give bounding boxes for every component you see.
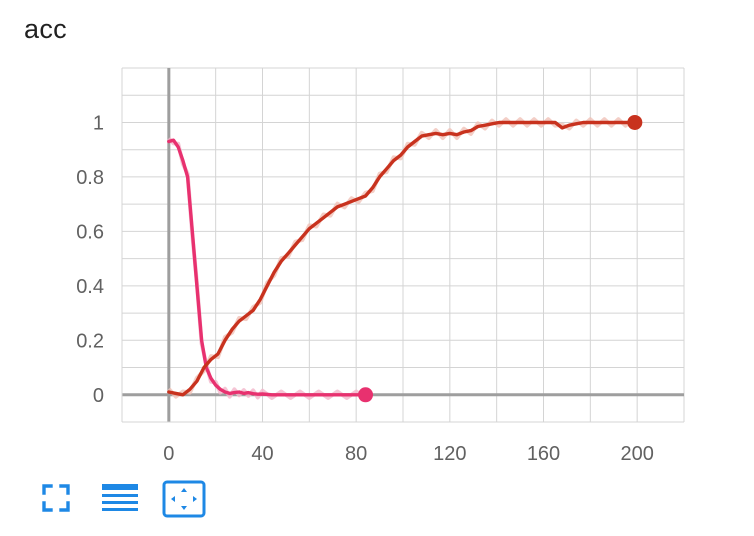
y-tick-label: 0.4	[76, 276, 104, 298]
x-tick-label: 160	[527, 443, 560, 465]
series-endpoint-marker-2	[627, 114, 643, 130]
tick-labels: 0 40 80 120 160 200 0 0.2 0.4 0.6 0.8 1	[76, 112, 654, 465]
fullscreen-button[interactable]	[38, 480, 82, 522]
series-raw-line-2	[167, 117, 634, 399]
x-tick-label: 0	[163, 443, 174, 465]
chart-title: acc	[24, 14, 67, 44]
y-tick-label: 0	[93, 385, 104, 407]
series-endpoint-marker-1	[358, 387, 374, 403]
axes	[121, 68, 684, 423]
toggle-log-scale-icon	[102, 484, 138, 511]
x-tick-label: 80	[345, 443, 367, 465]
y-tick-label: 0.6	[76, 221, 104, 243]
x-tick-label: 120	[433, 443, 466, 465]
fit-domain-icon	[162, 480, 206, 518]
toggle-log-scale-button[interactable]	[100, 480, 144, 522]
fullscreen-icon	[42, 484, 70, 512]
series-line-1	[167, 138, 368, 397]
series-line-2	[167, 120, 635, 397]
series-lines	[167, 114, 643, 403]
x-tick-label: 40	[251, 443, 273, 465]
y-tick-label: 1	[93, 112, 104, 134]
fit-domain-button[interactable]	[162, 480, 206, 522]
y-tick-label: 0.2	[76, 330, 104, 352]
y-tick-label: 0.8	[76, 167, 104, 189]
x-tick-label: 200	[620, 443, 653, 465]
line-chart: 0 40 80 120 160 200 0 0.2 0.4 0.6 0.8 1	[76, 67, 685, 465]
